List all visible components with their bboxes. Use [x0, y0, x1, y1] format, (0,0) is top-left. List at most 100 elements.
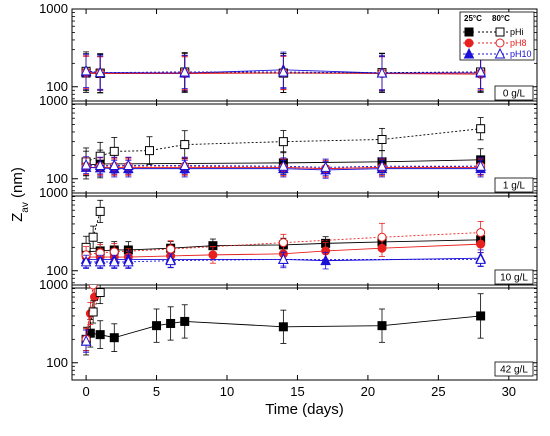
data-point	[152, 321, 162, 331]
y-axis-title: Zav (nm)	[9, 167, 31, 222]
x-axis: 0 5 10 15 20 25 30	[82, 384, 516, 399]
panel-label: 1 g/L	[503, 181, 526, 192]
panel-frame	[71, 284, 538, 381]
panel-frame	[71, 192, 538, 289]
data-point	[166, 318, 176, 328]
data-point	[94, 159, 106, 171]
panel-label-box	[494, 177, 534, 193]
series-line	[86, 70, 481, 74]
data-point	[278, 65, 289, 77]
data-point	[278, 322, 288, 332]
data-point	[320, 161, 331, 172]
panel-label-box	[494, 269, 534, 285]
data-point	[376, 160, 388, 171]
data-point	[94, 255, 106, 267]
series-pH10-80C	[80, 156, 486, 177]
data-point	[278, 253, 289, 264]
data-point	[464, 27, 474, 37]
x-tick-label: 25	[431, 384, 445, 399]
data-point	[108, 255, 120, 267]
legend-col-25: 25°C	[464, 14, 482, 23]
series-line	[86, 243, 481, 258]
series-pHi-25C	[81, 293, 486, 356]
data-point	[166, 244, 176, 254]
panel-3: 100 1000 42 g/L	[39, 277, 538, 381]
data-point	[94, 66, 106, 78]
data-point	[109, 247, 119, 257]
panel-frame	[71, 100, 538, 197]
data-point	[165, 254, 176, 266]
x-tick-label: 15	[290, 384, 304, 399]
data-point	[179, 159, 191, 171]
y-axis-title-sub: av	[20, 202, 31, 213]
data-point	[88, 232, 98, 242]
data-point	[377, 134, 387, 144]
y-tick-label: 100	[46, 355, 68, 370]
x-tick-label: 20	[361, 384, 375, 399]
data-point	[278, 238, 288, 248]
x-tick-label: 5	[153, 384, 160, 399]
data-point	[476, 124, 486, 134]
panel-data	[80, 51, 486, 94]
data-point	[475, 160, 486, 171]
y-tick-label: 100	[46, 263, 68, 278]
data-point	[278, 137, 288, 147]
y-axis-title-unit: (nm)	[9, 167, 26, 202]
data-point	[80, 334, 92, 346]
y-tick-label: 1000	[39, 185, 68, 200]
data-point	[475, 253, 486, 264]
data-point	[145, 146, 154, 156]
y-tick-label: 100	[46, 171, 68, 186]
data-point	[95, 206, 105, 216]
series-pH10-80C	[80, 53, 486, 91]
data-point	[476, 311, 486, 321]
series-pH10-80C	[80, 252, 486, 269]
data-point	[80, 64, 92, 76]
data-point	[494, 47, 506, 59]
data-point	[208, 250, 218, 260]
y-axis-title-main: Z	[9, 213, 26, 222]
data-point	[88, 307, 98, 317]
legend-label: pH8	[510, 38, 527, 48]
x-axis-title: Time (days)	[265, 401, 344, 418]
legend-col-80: 80°C	[492, 14, 510, 23]
y-tick-label: 100	[46, 79, 68, 94]
x-tick-label: 0	[82, 384, 89, 399]
panel-label: 0 g/L	[503, 89, 526, 100]
data-point	[80, 255, 92, 267]
data-point	[377, 321, 387, 331]
panel-label: 42 g/L	[500, 365, 528, 376]
y-tick-label: 1000	[39, 93, 68, 108]
x-tick-label: 30	[502, 384, 516, 399]
legend-label: pHi	[510, 27, 524, 37]
data-point	[377, 232, 387, 242]
data-point	[180, 316, 190, 326]
data-point	[476, 228, 486, 238]
data-point	[123, 255, 134, 267]
legend-entry-pHi: pHi	[463, 27, 524, 37]
y-tick-label: 1000	[39, 277, 68, 292]
panel-data	[80, 117, 486, 180]
data-point	[95, 330, 105, 340]
series-pH10-80C	[80, 329, 92, 353]
series-line	[85, 315, 481, 342]
data-point	[320, 254, 331, 266]
panel-label-box	[494, 361, 534, 377]
panel-frame	[71, 8, 538, 105]
data-point	[88, 285, 98, 290]
data-point	[109, 333, 119, 343]
panel-data	[80, 285, 486, 356]
panel-data	[80, 199, 486, 270]
panel-label-box	[494, 85, 534, 101]
data-point	[108, 159, 120, 171]
legend-label: pH10	[510, 49, 532, 59]
data-point	[179, 65, 191, 77]
data-point	[495, 38, 505, 48]
series-line	[86, 164, 481, 168]
data-point	[80, 158, 92, 170]
data-point	[376, 66, 388, 78]
